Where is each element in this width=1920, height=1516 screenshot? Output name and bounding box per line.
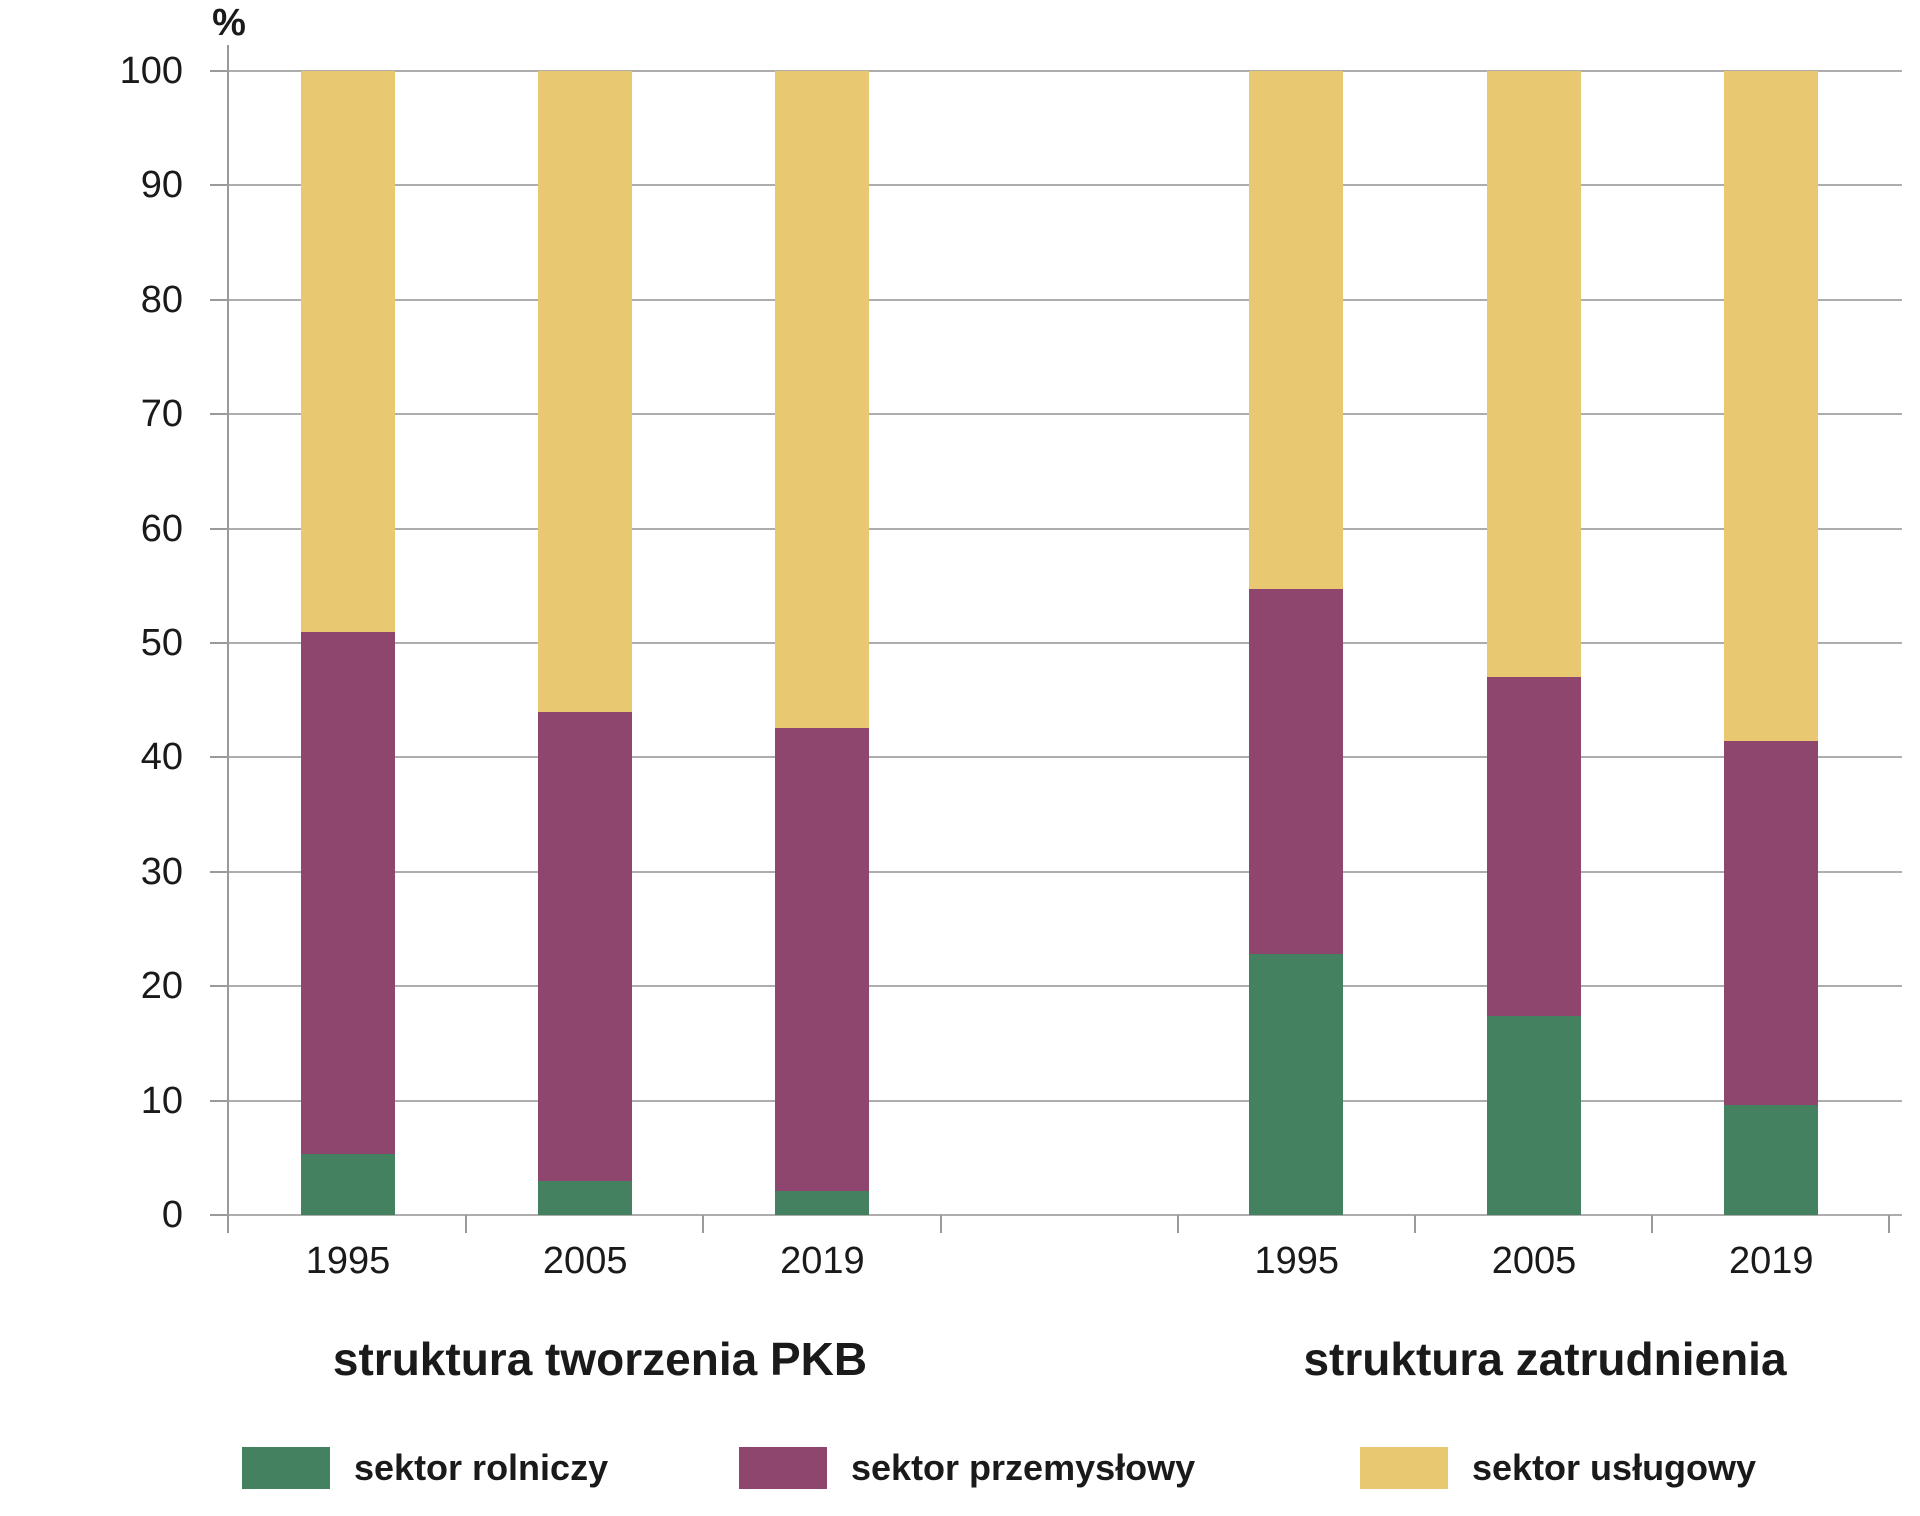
plot-area	[210, 70, 1902, 1216]
bar-segment-sektor-rolniczy	[1486, 1015, 1581, 1215]
y-tick-10	[210, 1099, 229, 1102]
x-tick-label: 1995	[1254, 1240, 1340, 1282]
y-axis-label: 70	[140, 393, 183, 436]
gridline-20	[229, 985, 1902, 988]
bar-segment-sektor-usługowy	[1723, 71, 1818, 742]
y-axis-label: 20	[140, 965, 183, 1008]
bar-segment-sektor-rolniczy	[537, 1180, 632, 1215]
x-tick-label: 2019	[780, 1240, 865, 1282]
bar-segment-sektor-usługowy	[1486, 71, 1581, 678]
y-tick-90	[210, 184, 229, 187]
bar-segment-sektor-przemysłowy	[1486, 677, 1581, 1016]
gridline-30	[229, 870, 1902, 873]
x-tick	[702, 1215, 705, 1233]
bar-struktura-zatrudnienia-2005	[1486, 71, 1581, 1215]
y-axis-unit-label: %	[212, 2, 246, 44]
bar-segment-sektor-usługowy	[1249, 71, 1344, 590]
bar-segment-sektor-usługowy	[537, 71, 632, 712]
x-tick-label: 2005	[1491, 1240, 1577, 1282]
legend-item-sektor-przemysłowy: sektor przemysłowy	[739, 1446, 1195, 1490]
y-tick-40	[210, 756, 229, 759]
y-tick-50	[210, 642, 229, 644]
bar-struktura-zatrudnienia-2019	[1723, 71, 1818, 1215]
y-tick-60	[210, 527, 229, 530]
legend-swatch	[242, 1447, 330, 1489]
bar-struktura-tworzenia-PKB-1995	[300, 71, 395, 1215]
gridline-80	[229, 298, 1902, 301]
x-tick	[939, 1215, 942, 1233]
y-axis-label: 90	[140, 164, 183, 207]
gridline-40	[229, 756, 1902, 759]
y-axis-label: 50	[140, 622, 183, 664]
bar-struktura-tworzenia-PKB-2019	[775, 71, 869, 1215]
x-tick	[1888, 1215, 1891, 1233]
y-tick-100	[210, 70, 229, 72]
y-axis-label: 0	[161, 1194, 183, 1236]
x-tick-label: 1995	[305, 1240, 391, 1282]
bar-segment-sektor-rolniczy	[1249, 954, 1344, 1215]
gridline-10	[229, 1099, 1902, 1102]
y-axis-label: 100	[119, 50, 183, 92]
x-tick-label: 2005	[542, 1240, 628, 1282]
bar-segment-sektor-przemysłowy	[1249, 589, 1344, 955]
group-title-pkb: struktura tworzenia PKB	[332, 1333, 868, 1385]
y-axis-label: 10	[140, 1079, 183, 1122]
bar-struktura-tworzenia-PKB-2005	[537, 71, 632, 1215]
x-tick	[1414, 1215, 1417, 1233]
y-axis-label: 40	[140, 736, 183, 779]
y-axis-label: 80	[140, 278, 183, 321]
bar-segment-sektor-rolniczy	[775, 1190, 869, 1215]
bar-segment-sektor-usługowy	[300, 71, 395, 632]
y-axis-label: 30	[140, 850, 183, 893]
gridline-0	[229, 1214, 1902, 1216]
legend-label: sektor rolniczy	[354, 1447, 609, 1488]
bar-segment-sektor-rolniczy	[300, 1154, 395, 1215]
gridline-100	[229, 70, 1902, 72]
bar-segment-sektor-rolniczy	[1723, 1105, 1818, 1215]
y-tick-30	[210, 870, 229, 873]
y-tick-80	[210, 298, 229, 301]
y-axis-label: 60	[140, 507, 183, 550]
y-axis-labels: 0 10 20 30 40 50 60 70 80 90 100	[40, 50, 183, 1236]
gridline-50	[229, 642, 1902, 644]
bar-segment-sektor-przemysłowy	[1723, 741, 1818, 1106]
bar-segment-sektor-przemysłowy	[775, 727, 869, 1191]
x-tick-label: 2019	[1728, 1240, 1814, 1282]
bar-struktura-zatrudnienia-1995	[1249, 71, 1344, 1215]
bar-segment-sektor-przemysłowy	[300, 631, 395, 1155]
y-tick-20	[210, 985, 229, 988]
y-axis-line	[227, 45, 229, 1233]
group-title-zatrudnienie: struktura zatrudnienia	[1303, 1333, 1787, 1385]
y-tick-0	[210, 1214, 229, 1216]
x-tick	[1651, 1215, 1654, 1233]
bar-segment-sektor-przemysłowy	[537, 711, 632, 1181]
legend-swatch	[1360, 1447, 1448, 1489]
gridline-90	[229, 184, 1902, 187]
gridline-60	[229, 527, 1902, 530]
legend-item-sektor-rolniczy: sektor rolniczy	[242, 1446, 608, 1490]
gridline-70	[229, 413, 1902, 416]
legend-item-sektor-usługowy: sektor usługowy	[1360, 1446, 1756, 1490]
bar-segment-sektor-usługowy	[775, 71, 869, 728]
y-tick-70	[210, 413, 229, 416]
x-tick	[1176, 1215, 1179, 1233]
legend-label: sektor przemysłowy	[851, 1447, 1196, 1488]
legend-label: sektor usługowy	[1472, 1447, 1757, 1488]
x-tick	[465, 1215, 468, 1233]
legend-swatch	[739, 1447, 827, 1489]
